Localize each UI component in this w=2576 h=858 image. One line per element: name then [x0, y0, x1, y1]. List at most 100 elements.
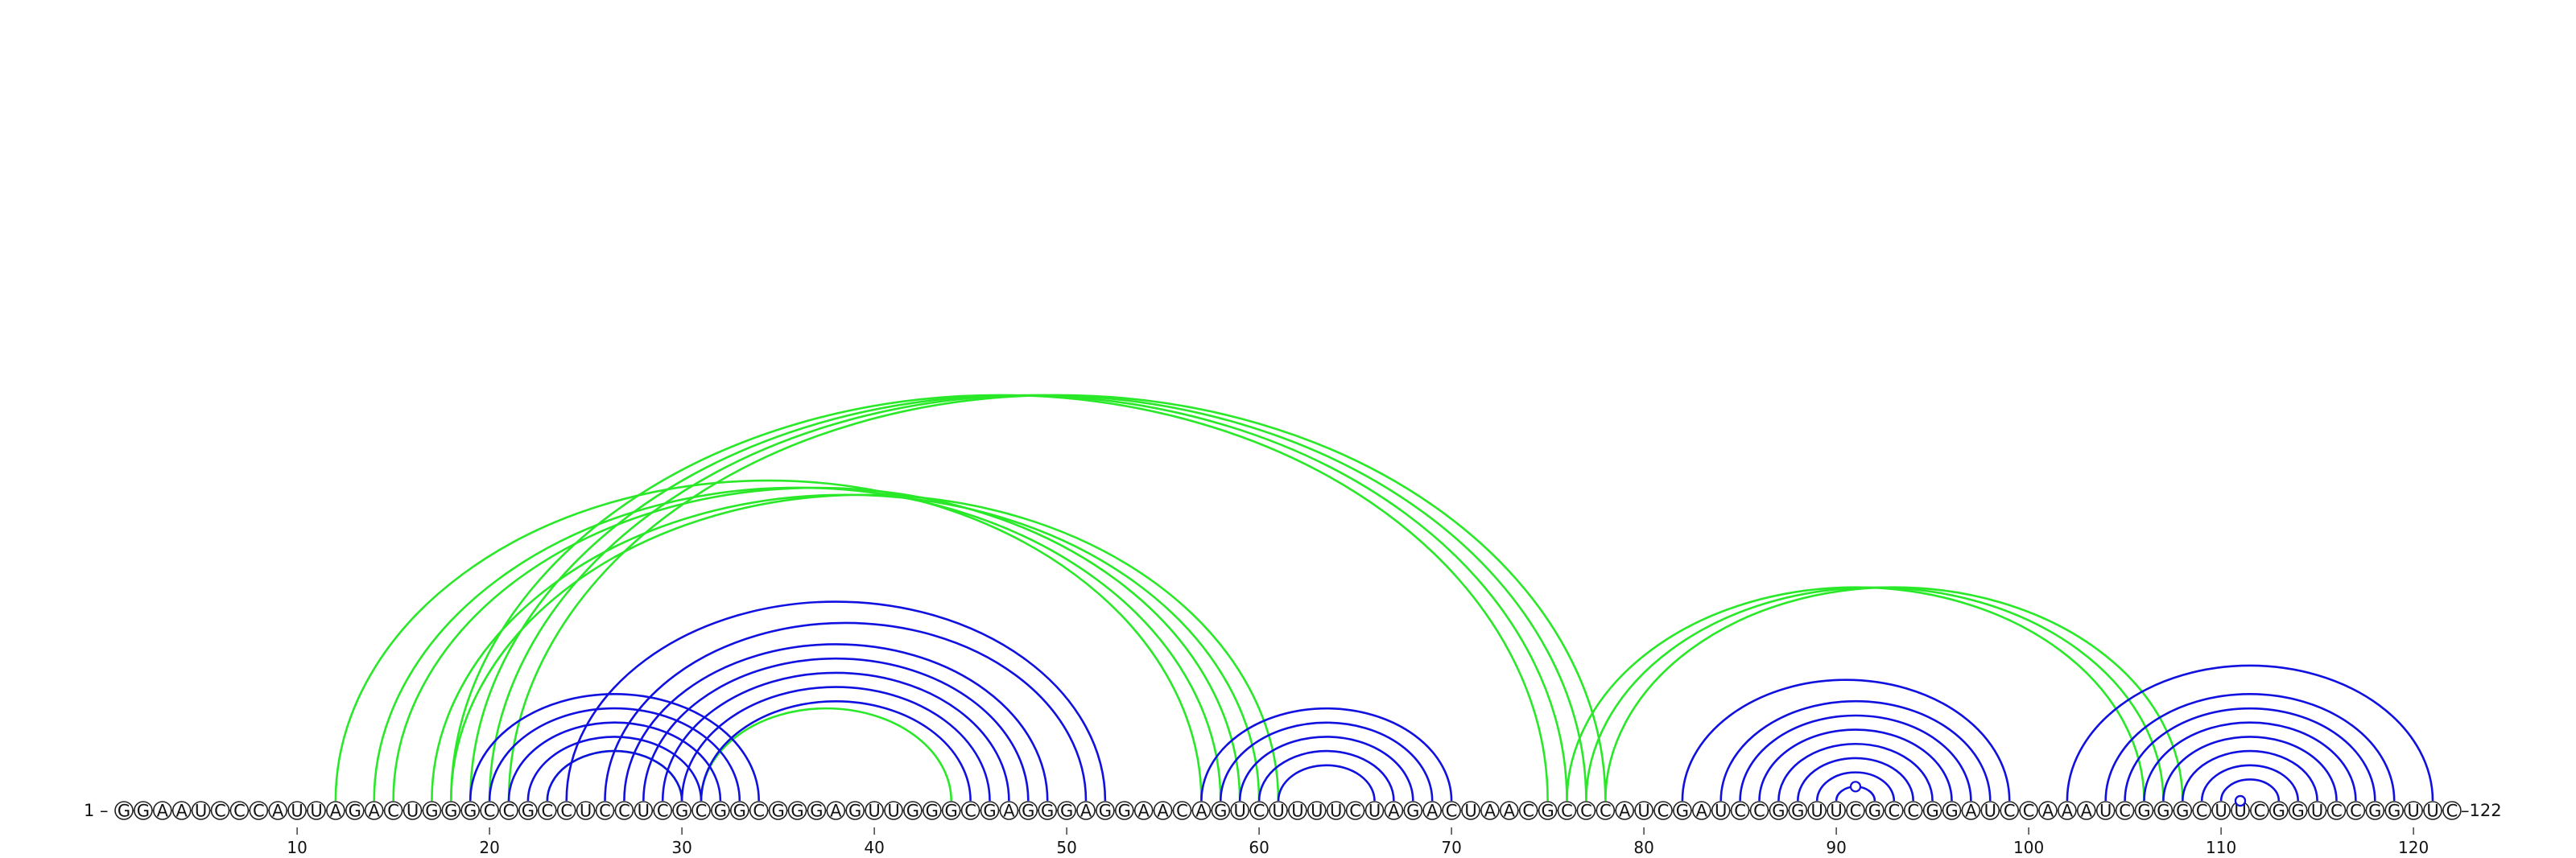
nucleotide: G — [807, 801, 827, 821]
pair-arc-blue — [1815, 771, 1896, 802]
nucleotide: C — [960, 801, 980, 821]
nucleotide: G — [787, 801, 807, 821]
nucleotide-letter: U — [310, 802, 322, 821]
nucleotide-letter: U — [407, 802, 419, 821]
pair-arc-blue — [1200, 707, 1453, 802]
nucleotide: A — [2077, 801, 2096, 821]
nucleotide-circle — [153, 801, 172, 820]
nucleotide: C — [1653, 801, 1673, 821]
nucleotide: A — [2058, 801, 2077, 821]
axis-tick-label: 80 — [1633, 838, 1653, 857]
nucleotide-letter: C — [387, 802, 399, 821]
pair-arc-green — [1585, 586, 2165, 802]
nucleotide: C — [1576, 801, 1596, 821]
nucleotide: A — [171, 801, 192, 821]
nucleotide-circle — [865, 801, 884, 820]
nucleotide-circle — [210, 801, 230, 820]
pair-arc-blue — [2143, 721, 2357, 802]
nucleotide-letter: A — [1619, 802, 1631, 821]
nucleotide-letter: G — [2368, 802, 2381, 821]
nucleotide-circle — [903, 801, 923, 820]
nucleotide-letter: C — [2004, 802, 2016, 821]
nucleotide-letter: C — [2119, 802, 2131, 821]
nucleotide-letter: A — [157, 802, 169, 821]
nucleotide-letter: C — [1446, 802, 1458, 821]
nucleotide-letter: G — [926, 802, 939, 821]
nucleotide: C — [691, 801, 711, 821]
nucleotide-circle — [2019, 801, 2038, 820]
nucleotide-letter: A — [272, 802, 284, 821]
nucleotide-circle — [1269, 801, 1288, 820]
nucleotide-circle — [1307, 801, 1327, 820]
nucleotide-circle — [2115, 801, 2135, 820]
nucleotide-circle — [807, 801, 827, 820]
nucleotide-letter: G — [983, 802, 996, 821]
nucleotide-letter: U — [1291, 802, 1303, 821]
nucleotide-letter: G — [2176, 802, 2189, 821]
nucleotide-circle — [1076, 801, 1096, 820]
nucleotide: A — [153, 801, 172, 821]
nucleotide-letter: G — [714, 802, 727, 821]
nucleotide-letter: C — [618, 802, 630, 821]
nucleotide-letter: G — [1022, 802, 1034, 821]
nucleotide-letter: C — [2350, 802, 2362, 821]
nucleotide-circle — [2192, 801, 2211, 820]
nucleotide-letter: G — [1118, 802, 1131, 821]
pair-arc-blue — [623, 643, 1049, 802]
nucleotide: U — [1288, 801, 1307, 821]
pair-arc-green — [392, 486, 1241, 802]
nucleotide: U — [2231, 801, 2250, 821]
axis-tick-label: 60 — [1249, 838, 1269, 857]
nucleotide: C — [2250, 801, 2269, 821]
nucleotide-circle — [1345, 801, 1365, 820]
pair-arc-blue — [2182, 749, 2318, 802]
nucleotide-circle — [1442, 801, 1461, 820]
nucleotide: C — [537, 801, 557, 821]
nucleotide-letter: C — [233, 802, 246, 821]
nucleotide-circle — [2058, 801, 2077, 820]
nucleotide: U — [191, 801, 211, 821]
nucleotide: U — [634, 801, 654, 821]
nucleotide: U — [402, 801, 423, 821]
nucleotide-circle — [634, 801, 654, 820]
nucleotide-letter: C — [253, 802, 265, 821]
nucleotide: U — [1807, 801, 1827, 821]
nucleotide-circle — [960, 801, 980, 820]
nucleotide: G — [460, 801, 481, 821]
nucleotide: C — [210, 801, 230, 821]
nucleotide: U — [576, 801, 596, 821]
nucleotide-circle — [2442, 801, 2462, 820]
pair-arc-blue — [1758, 728, 1953, 802]
nucleotide-circle — [1288, 801, 1307, 820]
pair-arc-blue — [2219, 778, 2281, 802]
nucleotide-circle — [2423, 801, 2442, 820]
nucleotide: G — [980, 801, 1000, 821]
nucleotide: U — [2095, 801, 2116, 821]
nucleotide-circle — [1115, 801, 1134, 820]
nucleotide: G — [2384, 801, 2404, 821]
nucleotide: A — [826, 801, 846, 821]
pair-arc-blue — [1257, 749, 1395, 802]
nucleotide-letter: A — [830, 802, 842, 821]
nucleotide: C — [249, 801, 269, 821]
nucleotide: C — [1172, 801, 1192, 821]
nucleotide-circle — [2326, 801, 2347, 820]
pair-arc-green — [373, 486, 1222, 802]
nucleotide-circle — [537, 801, 557, 820]
nucleotide: A — [268, 801, 288, 821]
nucleotide: U — [2404, 801, 2423, 821]
nucleotide-letter: G — [906, 802, 919, 821]
nucleotide: G — [1403, 801, 1423, 821]
nucleotide: C — [2019, 801, 2038, 821]
pair-arc-blue — [1681, 679, 2011, 802]
nucleotide-letter: U — [2311, 802, 2323, 821]
nucleotide: G — [2173, 801, 2193, 821]
nucleotide: U — [1230, 801, 1249, 821]
nucleotide: G — [1038, 801, 1057, 821]
nucleotide-letter: G — [2273, 802, 2285, 821]
nucleotide-letter: C — [1907, 802, 1919, 821]
nucleotide-circle — [941, 801, 961, 820]
nucleotide-circle — [1634, 801, 1653, 820]
nucleotide: A — [1615, 801, 1634, 821]
nucleotide-circle — [729, 801, 749, 820]
